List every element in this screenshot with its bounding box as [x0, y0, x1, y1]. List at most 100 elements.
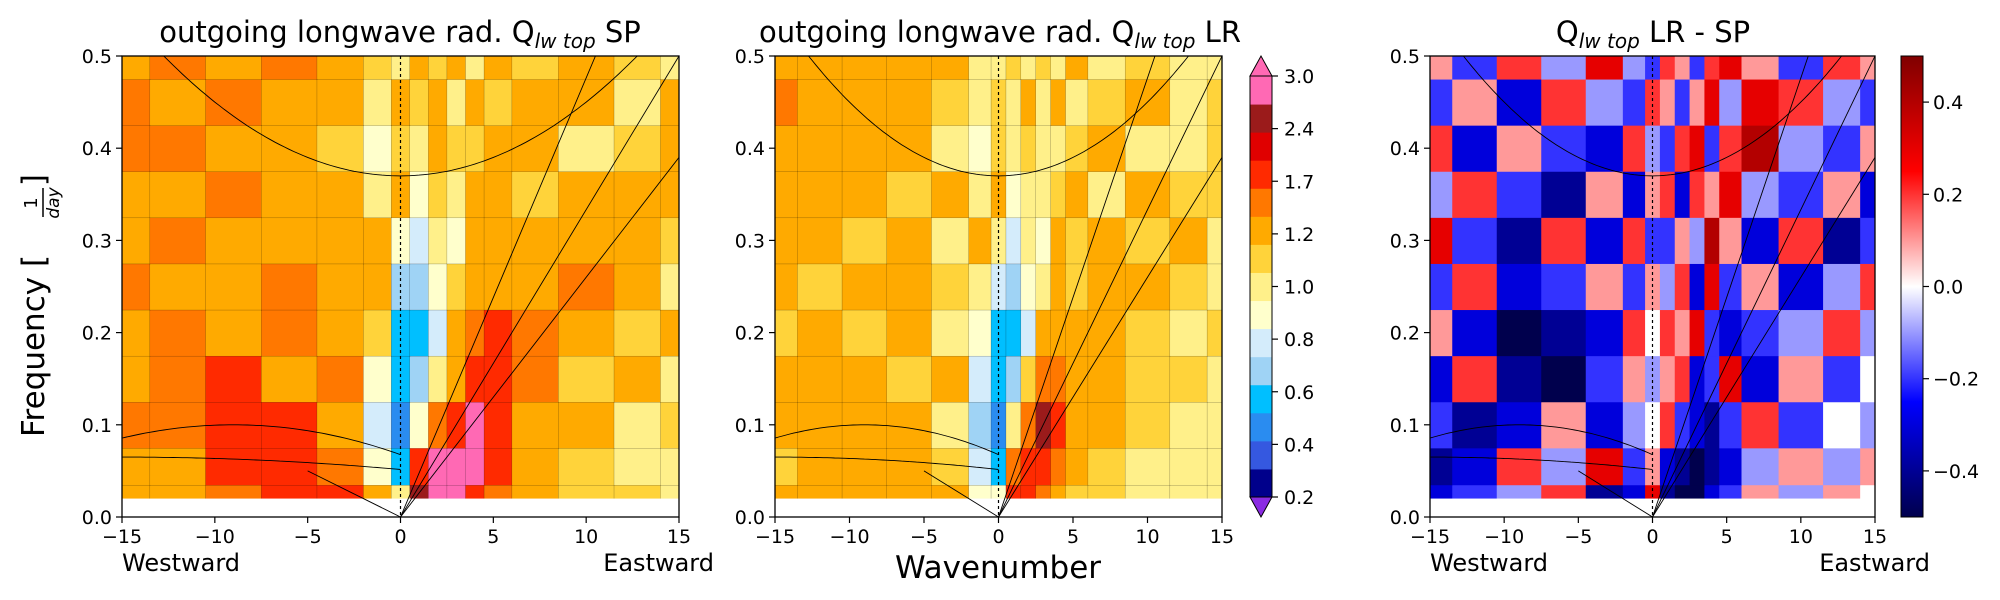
heatmap-cell	[1452, 125, 1498, 172]
heatmap-cell	[1124, 124, 1171, 172]
heatmap-cell	[660, 447, 679, 486]
heatmap-cell	[511, 171, 559, 219]
heatmap-cell	[465, 447, 485, 486]
heatmap-cell	[1206, 78, 1222, 126]
heatmap-cell	[841, 355, 888, 403]
heatmap-cell	[1206, 263, 1222, 311]
heatmap-cell	[1020, 217, 1037, 265]
colorbar-tick-label: 2.4	[1284, 119, 1314, 141]
heatmap-cell	[1496, 125, 1542, 172]
heatmap-cell	[205, 309, 262, 357]
heatmap-cell	[775, 401, 799, 449]
heatmap-cell	[1622, 79, 1646, 126]
heatmap-cell	[1005, 447, 1022, 486]
heatmap-cell	[1659, 309, 1676, 357]
y-tick-label: 0.3	[735, 230, 765, 252]
heatmap-cell	[446, 56, 467, 80]
heatmap-cell	[968, 484, 992, 500]
heatmap-cell	[1823, 125, 1861, 172]
heatmap-cell	[1585, 309, 1624, 357]
heatmap-cell	[775, 124, 799, 172]
heatmap-cell	[1005, 78, 1022, 126]
heatmap-cell	[1622, 401, 1646, 449]
heatmap-cell	[931, 124, 970, 172]
heatmap-cell	[931, 263, 970, 311]
heatmap-cell	[1659, 171, 1676, 218]
colorbar-segment	[1250, 216, 1272, 245]
heatmap-cell	[1020, 78, 1037, 126]
dispersion-curves-diff	[1430, 56, 1875, 517]
heatmap-cell	[1741, 217, 1780, 264]
heatmap-cell	[122, 447, 151, 486]
heatmap-cell	[409, 447, 430, 486]
heatmap-cell	[1719, 447, 1742, 486]
heatmap-cell	[1860, 447, 1875, 486]
heatmap-cell	[1659, 447, 1676, 486]
heatmap-cell	[1087, 447, 1126, 486]
heatmap-cell	[1065, 171, 1089, 219]
heatmap-cell	[1741, 171, 1780, 218]
heatmap-cell	[1645, 401, 1661, 449]
heatmap-cell	[1496, 79, 1542, 126]
colorbar-tick-label: 0.0	[1933, 277, 1963, 299]
heatmap-cell	[660, 355, 679, 403]
heatmap-cell	[1050, 401, 1067, 449]
heatmap-cell	[1496, 263, 1542, 311]
heatmap-cell	[1124, 355, 1171, 403]
heatmap-cell	[660, 263, 679, 311]
heatmap-cell	[1496, 309, 1542, 357]
heatmap-cell	[968, 56, 992, 80]
heatmap-cell	[841, 171, 888, 219]
heatmap-cell	[1719, 401, 1742, 449]
heatmap-cell	[483, 401, 513, 449]
colorbar-segment	[1250, 272, 1272, 302]
heatmap-cell	[1050, 56, 1067, 80]
heatmap-cell	[261, 56, 318, 80]
title-lr-subscript: lw top	[1134, 29, 1195, 53]
heatmap-cell	[775, 309, 799, 357]
heatmap-cell	[205, 78, 262, 126]
heatmap-cell	[1452, 309, 1498, 357]
heatmap-cell	[841, 56, 888, 80]
heatmap-cell	[428, 355, 448, 403]
heatmap-cell	[446, 124, 467, 172]
heatmap-cell	[446, 263, 467, 311]
heatmap-cell	[775, 263, 799, 311]
heatmap-cell	[1674, 217, 1691, 264]
heatmap-cell	[1674, 171, 1691, 218]
colorbar-segment	[1250, 412, 1272, 442]
heatmap-cell	[613, 401, 662, 449]
heatmap-cell	[1541, 217, 1587, 264]
heatmap-cell	[1496, 355, 1542, 403]
heatmap-cell	[1087, 263, 1126, 311]
x-tick-label: −15	[1410, 526, 1450, 548]
colorbar-segment	[1250, 440, 1272, 470]
heatmap-cell	[1860, 125, 1875, 172]
ylabel-frac-den: day	[44, 186, 64, 218]
heatmap-cell	[1778, 355, 1824, 403]
heatmap-cell	[149, 355, 207, 403]
heatmap-cells-sp	[122, 56, 679, 517]
y-tick-label: 0.2	[82, 323, 112, 345]
heatmap-cell	[1719, 309, 1742, 357]
heatmap-cell	[1659, 217, 1676, 264]
heatmap-cell	[1823, 56, 1861, 80]
heatmap-cell	[1704, 401, 1720, 449]
heatmap-cell	[1452, 79, 1498, 126]
heatmap-cell	[122, 217, 151, 265]
panel-sp: −15 −10 −5 0 5 10 15 0.0 0.1 0.2 0.3 0.4 0.5 outgoin…	[82, 15, 714, 577]
heatmap-cell	[149, 78, 207, 126]
heatmap-cell	[1860, 171, 1875, 218]
heatmap-cell	[660, 309, 679, 357]
heatmap-cell	[1778, 484, 1824, 500]
heatmap-cell	[1689, 79, 1705, 126]
heatmap-cell	[261, 263, 318, 311]
colorbar-tick-label: 1.0	[1284, 277, 1314, 299]
heatmap-cell	[1689, 217, 1705, 264]
y-tick-label: 0.1	[1390, 415, 1420, 437]
dispersion-curve	[163, 56, 638, 177]
heatmap-cell	[316, 355, 365, 403]
heatmap-cell	[1020, 401, 1037, 449]
heatmap-cell	[316, 309, 365, 357]
heatmap-cell	[205, 447, 262, 486]
